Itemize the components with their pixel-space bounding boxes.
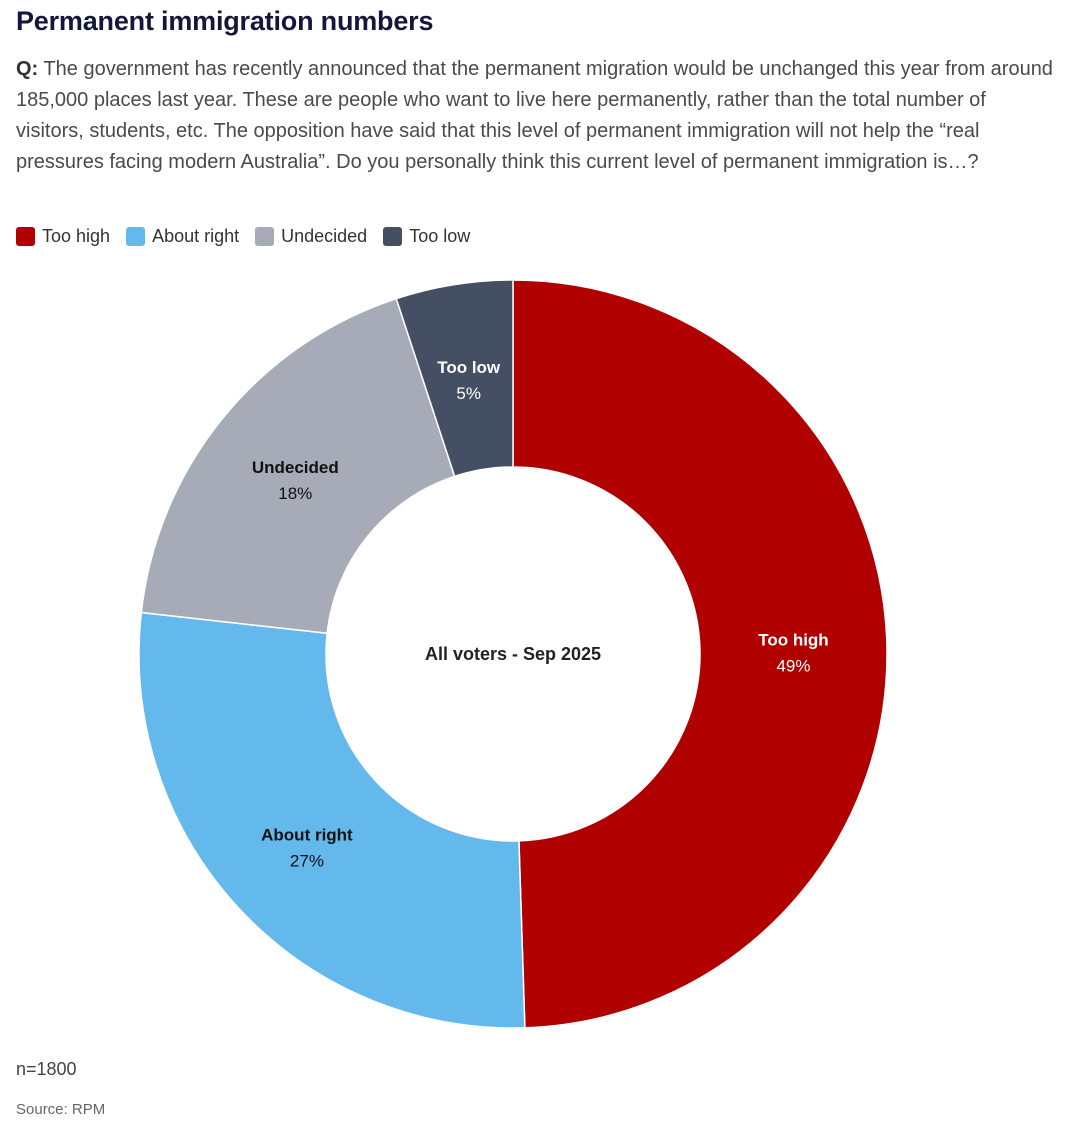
slice-value-too-high: 49% [776, 657, 810, 676]
donut-chart: Too high 49% About right 27% Undecided 18% Too… [138, 279, 888, 1029]
legend-label-undecided: Undecided [281, 226, 368, 246]
slice-about-right[interactable] [138, 611, 526, 1029]
legend-swatch-too-low [383, 227, 403, 246]
slice-label-too-low: Too low [437, 358, 501, 377]
slice-undecided[interactable] [140, 297, 456, 635]
source-note: Source: RPM [16, 1101, 106, 1118]
legend-swatch-undecided [255, 227, 275, 246]
legend-swatch-too-high [16, 227, 35, 246]
slice-label-undecided: Undecided [252, 458, 339, 477]
slice-value-undecided: 18% [278, 484, 312, 503]
question-text-block: Q: The government has recently announced… [16, 54, 1056, 178]
legend-swatch-about-right [126, 227, 146, 246]
slice-label-about-right: About right [261, 825, 353, 844]
question-text: The government has recently announced th… [16, 58, 1053, 173]
chart-legend: Too high About right Undecided Too low [16, 226, 486, 247]
question-label: Q: [16, 58, 39, 80]
slice-too-low[interactable] [395, 279, 514, 478]
slice-label-too-high: Too high [758, 631, 829, 650]
legend-item-undecided[interactable]: Undecided [255, 226, 367, 247]
legend-item-about-right[interactable]: About right [126, 226, 239, 247]
sample-size-note: n=1800 [16, 1059, 77, 1079]
slice-value-too-low: 5% [456, 384, 481, 403]
legend-label-too-high: Too high [42, 226, 111, 246]
legend-label-about-right: About right [152, 226, 240, 246]
legend-label-too-low: Too low [409, 226, 471, 246]
donut-center-label: All voters - Sep 2025 [425, 644, 601, 664]
legend-item-too-low[interactable]: Too low [383, 226, 470, 247]
chart-title: Permanent immigration numbers [16, 6, 434, 36]
legend-item-too-high[interactable]: Too high [16, 226, 110, 247]
slice-too-high[interactable] [512, 279, 888, 1029]
slice-value-about-right: 27% [290, 851, 324, 870]
